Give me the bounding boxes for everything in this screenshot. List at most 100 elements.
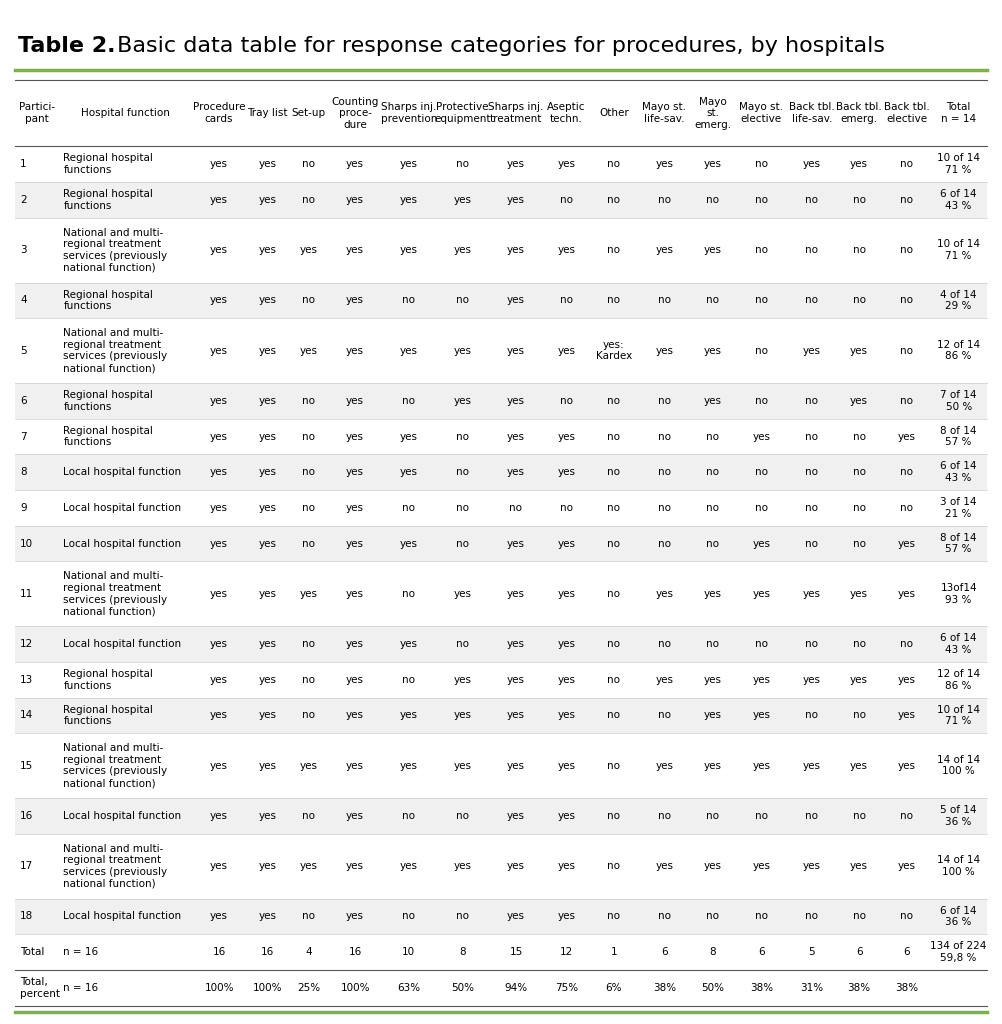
Text: yes: yes	[898, 711, 916, 721]
Text: yes: yes	[300, 346, 318, 355]
Text: 10: 10	[402, 947, 415, 957]
Text: no: no	[607, 639, 620, 649]
Text: no: no	[402, 911, 415, 922]
Text: Back tbl.
elective: Back tbl. elective	[884, 102, 930, 124]
Text: 8: 8	[20, 467, 27, 477]
Text: yes: yes	[346, 431, 364, 441]
Text: no: no	[658, 911, 671, 922]
Text: yes: yes	[557, 811, 575, 821]
Text: yes: yes	[753, 761, 771, 771]
Text: no: no	[853, 503, 866, 513]
Text: 8: 8	[709, 947, 716, 957]
Text: 8 of 14
57 %: 8 of 14 57 %	[940, 426, 977, 447]
Text: 4 of 14
29 %: 4 of 14 29 %	[940, 290, 977, 311]
Text: yes: yes	[703, 245, 721, 255]
Text: yes: yes	[803, 675, 821, 685]
Text: Regional hospital
functions: Regional hospital functions	[63, 426, 153, 447]
Text: yes: yes	[507, 711, 525, 721]
Bar	[15, 934, 987, 970]
Text: 8: 8	[459, 947, 466, 957]
Text: yes: yes	[507, 639, 525, 649]
Bar	[15, 733, 987, 798]
Text: no: no	[607, 861, 620, 871]
Text: yes: yes	[703, 711, 721, 721]
Text: no: no	[658, 503, 671, 513]
Text: yes: yes	[210, 811, 228, 821]
Text: Local hospital function: Local hospital function	[63, 811, 181, 821]
Text: 12: 12	[560, 947, 573, 957]
Text: no: no	[456, 431, 469, 441]
Text: 75%: 75%	[555, 983, 578, 992]
Text: 6 of 14
36 %: 6 of 14 36 %	[940, 905, 977, 927]
Text: yes: yes	[400, 761, 418, 771]
Text: no: no	[303, 431, 316, 441]
Text: 38%: 38%	[749, 983, 773, 992]
Text: yes: yes	[453, 589, 471, 599]
Text: yes: yes	[655, 861, 673, 871]
Text: yes: yes	[557, 431, 575, 441]
Text: yes: yes	[453, 711, 471, 721]
Text: 6 of 14
43 %: 6 of 14 43 %	[940, 633, 977, 655]
Text: no: no	[900, 811, 913, 821]
Text: no: no	[853, 911, 866, 922]
Text: no: no	[806, 467, 819, 477]
Text: no: no	[806, 245, 819, 255]
Text: yes: yes	[850, 396, 868, 406]
Text: no: no	[853, 195, 866, 205]
Text: Tray list: Tray list	[247, 109, 288, 118]
Text: no: no	[706, 639, 719, 649]
Text: Total: Total	[20, 947, 44, 957]
Text: no: no	[706, 911, 719, 922]
Text: yes: yes	[507, 539, 525, 549]
Text: yes: yes	[210, 346, 228, 355]
Text: yes: yes	[507, 296, 525, 305]
Text: 134 of 224
59,8 %: 134 of 224 59,8 %	[931, 941, 987, 963]
Text: no: no	[853, 639, 866, 649]
Text: yes: yes	[346, 160, 364, 169]
Text: yes: yes	[210, 396, 228, 406]
Text: Partici-
pant: Partici- pant	[19, 102, 55, 124]
Text: yes: yes	[346, 811, 364, 821]
Text: 5: 5	[809, 947, 815, 957]
Text: yes: yes	[400, 431, 418, 441]
Text: no: no	[303, 296, 316, 305]
Text: no: no	[706, 503, 719, 513]
Text: 4: 4	[20, 296, 27, 305]
Text: yes: yes	[346, 761, 364, 771]
Text: yes: yes	[210, 431, 228, 441]
Text: yes: yes	[453, 245, 471, 255]
Text: yes: yes	[507, 346, 525, 355]
Text: 4: 4	[306, 947, 312, 957]
Text: 6: 6	[856, 947, 863, 957]
Text: yes: yes	[507, 761, 525, 771]
Text: Regional hospital
functions: Regional hospital functions	[63, 189, 153, 211]
Text: yes: yes	[210, 503, 228, 513]
Text: yes: yes	[507, 589, 525, 599]
Bar	[15, 561, 987, 627]
Text: no: no	[607, 396, 620, 406]
Text: yes: yes	[898, 761, 916, 771]
Text: National and multi-
regional treatment
services (previously
national function): National and multi- regional treatment s…	[63, 227, 167, 272]
Text: yes: yes	[453, 675, 471, 685]
Text: Other: Other	[599, 109, 628, 118]
Text: yes: yes	[753, 431, 771, 441]
Text: no: no	[755, 396, 768, 406]
Text: yes: yes	[210, 639, 228, 649]
Text: yes: yes	[655, 589, 673, 599]
Text: yes: yes	[850, 861, 868, 871]
Bar	[15, 146, 987, 182]
Text: no: no	[456, 467, 469, 477]
Bar	[15, 834, 987, 899]
Text: yes: yes	[346, 346, 364, 355]
Text: 6 of 14
43 %: 6 of 14 43 %	[940, 189, 977, 211]
Text: yes: yes	[803, 861, 821, 871]
Text: 12: 12	[20, 639, 33, 649]
Text: no: no	[607, 539, 620, 549]
Text: no: no	[509, 503, 522, 513]
Text: no: no	[853, 245, 866, 255]
Text: yes: yes	[753, 589, 771, 599]
Bar	[15, 697, 987, 733]
Text: yes: yes	[259, 346, 277, 355]
Text: no: no	[303, 811, 316, 821]
Text: yes: yes	[400, 245, 418, 255]
